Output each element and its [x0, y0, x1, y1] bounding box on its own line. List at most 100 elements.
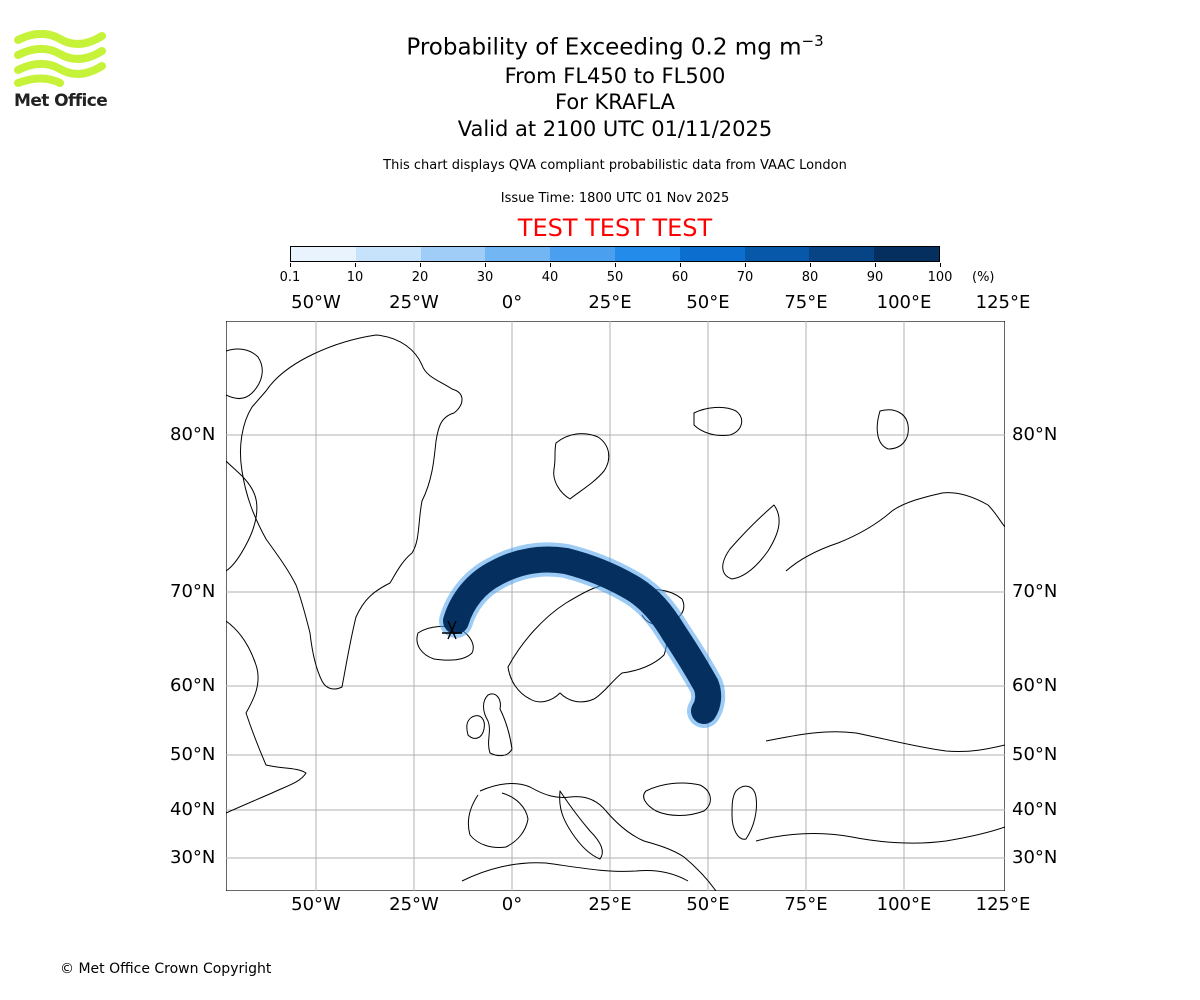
coastline-europe — [479, 783, 717, 891]
lat-label-left: 80°N — [170, 424, 216, 445]
volcano-name: For KRAFLA — [555, 90, 675, 114]
lon-label-top: 50°W — [291, 292, 341, 313]
title-superscript: −3 — [801, 32, 824, 50]
lon-label-bottom: 25°W — [389, 894, 439, 915]
lat-label-right: 60°N — [1012, 675, 1058, 696]
colorbar-tick — [874, 263, 876, 267]
map-panel — [226, 321, 1005, 891]
test-banner: TEST TEST TEST — [517, 214, 713, 242]
volcano-marker-icon — [442, 620, 462, 640]
colorbar-segment — [874, 247, 939, 261]
colorbar-tick — [939, 263, 941, 267]
colorbar-tick — [809, 263, 811, 267]
lon-label-top: 100°E — [876, 292, 932, 313]
lat-label-right: 70°N — [1012, 581, 1058, 602]
colorbar-segment — [550, 247, 615, 261]
colorbar-tick — [419, 263, 421, 267]
lon-label-bottom: 0° — [501, 894, 523, 915]
lon-label-bottom: 100°E — [876, 894, 932, 915]
lon-label-top: 125°E — [975, 292, 1031, 313]
lon-label-bottom: 75°E — [784, 894, 828, 915]
lon-label-top: 25°E — [588, 292, 632, 313]
colorbar-segment — [291, 247, 356, 261]
coastline-caspian — [731, 785, 757, 840]
colorbar-segment — [420, 247, 486, 261]
border-asia-south — [755, 826, 1005, 844]
met-office-wave-icon — [14, 30, 106, 87]
coastline-canada-north — [226, 348, 263, 399]
valid-time: Valid at 2100 UTC 01/11/2025 — [457, 117, 773, 141]
logo-text: Met Office — [14, 91, 108, 111]
coastline-ireland — [466, 715, 485, 739]
coastline-svalbard — [553, 433, 610, 500]
lon-label-bottom: 25°E — [588, 894, 632, 915]
colorbar-tick-label: 70 — [736, 270, 754, 285]
colorbar-tick-label: 80 — [801, 270, 819, 285]
lon-label-top: 25°W — [389, 292, 439, 313]
colorbar-tick — [354, 263, 356, 267]
coastline-siberia — [785, 492, 1005, 572]
colorbar-segment — [614, 247, 680, 261]
coastline-scandinavia — [507, 582, 668, 703]
lat-label-left: 70°N — [170, 581, 216, 602]
colorbar-tick — [484, 263, 486, 267]
lon-label-top: 50°E — [686, 292, 730, 313]
flight-level-range: From FL450 to FL500 — [504, 64, 726, 88]
subtitle: This chart displays QVA compliant probab… — [383, 158, 847, 173]
colorbar-tick-label: 100 — [927, 270, 953, 285]
lat-label-right: 30°N — [1012, 847, 1058, 868]
lon-label-bottom: 50°W — [291, 894, 341, 915]
coastline-greenland — [239, 334, 463, 690]
lon-label-bottom: 125°E — [975, 894, 1031, 915]
title-line1: Probability of Exceeding 0.2 mg m — [406, 34, 802, 61]
graticule — [226, 321, 1005, 891]
border-asia — [765, 731, 1005, 752]
colorbar-segment — [809, 247, 875, 261]
colorbar-tick-label: 10 — [346, 270, 364, 285]
lat-label-left: 40°N — [170, 799, 216, 820]
map-frame — [226, 321, 1005, 891]
colorbar-tick-label: 20 — [411, 270, 429, 285]
coastline-iberia — [467, 792, 529, 848]
colorbar-tick — [614, 263, 616, 267]
chart-title: Probability of Exceeding 0.2 mg m−3 — [340, 26, 890, 63]
colorbar-tick-label: 60 — [671, 270, 689, 285]
coastline-italy — [559, 790, 603, 860]
lat-label-left: 60°N — [170, 675, 216, 696]
plume-core — [443, 546, 722, 724]
lon-label-bottom: 50°E — [686, 894, 730, 915]
coastline-franz-josef — [693, 406, 743, 436]
lat-label-right: 40°N — [1012, 799, 1058, 820]
colorbar-tick-label: 90 — [866, 270, 884, 285]
colorbar-unit: (%) — [972, 270, 995, 285]
coastline-britain — [483, 693, 513, 757]
lon-label-top: 0° — [501, 292, 523, 313]
copyright: © Met Office Crown Copyright — [60, 961, 272, 977]
colorbar-tick-label: 50 — [606, 270, 624, 285]
ash-plume — [439, 542, 726, 728]
colorbar-segment — [485, 247, 551, 261]
lat-label-left: 30°N — [170, 847, 216, 868]
lat-label-right: 80°N — [1012, 424, 1058, 445]
coastline-novaya-zemlya — [722, 504, 780, 580]
lat-label-right: 50°N — [1012, 744, 1058, 765]
colorbar-tick — [549, 263, 551, 267]
colorbar-tick-label: 30 — [476, 270, 494, 285]
colorbar-segment — [744, 247, 810, 261]
colorbar-segment — [355, 247, 421, 261]
colorbar-tick — [289, 263, 291, 267]
colorbar — [290, 246, 940, 262]
coastline-labrador — [226, 620, 307, 814]
coastline-baffin — [226, 460, 258, 572]
coastline-severnaya — [876, 409, 909, 450]
lon-label-top: 75°E — [784, 292, 828, 313]
colorbar-tick — [744, 263, 746, 267]
colorbar-tick-label: 40 — [541, 270, 559, 285]
colorbar-tick-label: 0.1 — [279, 270, 301, 285]
coastline-black-sea — [643, 782, 711, 816]
colorbar-segment — [679, 247, 745, 261]
issue-time: Issue Time: 1800 UTC 01 Nov 2025 — [500, 191, 730, 206]
colorbar-tick — [679, 263, 681, 267]
coastline-north-africa — [461, 862, 689, 882]
lat-label-left: 50°N — [170, 744, 216, 765]
